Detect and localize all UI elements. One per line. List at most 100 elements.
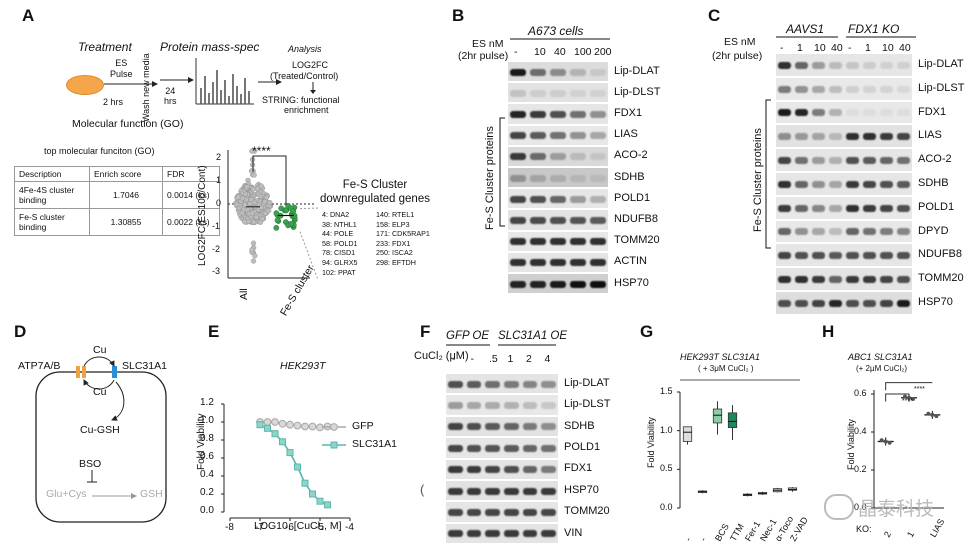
g-ytick-label: 0.5 xyxy=(660,463,673,474)
e-point-slc xyxy=(309,490,316,498)
cu-influx-arrow xyxy=(83,379,115,390)
blot-band xyxy=(541,402,556,410)
blot-band xyxy=(448,380,463,388)
cell-dish-icon xyxy=(66,75,104,95)
e-xtick-label: -7 xyxy=(255,522,264,533)
b-conc-label: 100 xyxy=(574,46,592,58)
blot-band xyxy=(541,444,556,452)
blot-strip xyxy=(446,523,558,544)
data-point-fes xyxy=(283,207,290,214)
data-point-fes xyxy=(288,220,295,227)
blot-band xyxy=(570,238,586,246)
blot-band xyxy=(510,280,526,288)
blot-band xyxy=(485,444,500,452)
blot-band xyxy=(778,228,791,236)
band-label: Lip-DLST xyxy=(564,398,611,411)
gene-item: 44: POLE xyxy=(322,229,354,239)
blot-band xyxy=(522,380,538,388)
blot-band xyxy=(550,153,566,161)
blot-band xyxy=(812,180,825,188)
blot-band xyxy=(846,228,859,236)
data-point xyxy=(250,240,257,246)
arrow-down xyxy=(310,82,316,94)
blot-strip xyxy=(776,173,912,195)
blot-band xyxy=(504,509,519,517)
blot-band xyxy=(846,252,859,260)
h-point xyxy=(926,411,931,416)
y-tick: -3 xyxy=(212,266,221,276)
blot-band xyxy=(880,252,893,260)
blot-band xyxy=(846,157,859,165)
data-point xyxy=(259,216,265,222)
data-point xyxy=(258,183,264,189)
f-cucl-label: CuCl₂ (μM) xyxy=(414,350,469,362)
y-tick: -2 xyxy=(212,244,221,254)
slc31a1-label: SLC31A1 xyxy=(122,360,167,372)
band-label: FDX1 xyxy=(614,107,643,119)
blot-strip xyxy=(446,395,558,415)
blot-band xyxy=(795,133,808,141)
band-label: DPYD xyxy=(918,224,949,237)
blot-band xyxy=(897,157,910,165)
b-bracket xyxy=(499,117,505,227)
c-group-fdx1ko: FDX1 KO xyxy=(848,22,900,36)
band-label: LIAS xyxy=(614,128,638,141)
band-label: TOMM20 xyxy=(918,272,964,285)
blot-band xyxy=(504,530,519,538)
table-row: Fe-S cluster binding 1.30855 0.0022 (ks) xyxy=(14,208,220,236)
blot-band xyxy=(880,85,893,93)
blot-band xyxy=(522,487,538,495)
blot-band xyxy=(570,195,586,203)
blot-band xyxy=(846,85,859,93)
blot-band xyxy=(863,109,876,117)
e-xtick-label: -5 xyxy=(315,522,324,533)
f-conc-label: - xyxy=(452,353,456,365)
g-title: HEK293T SLC31A1 xyxy=(680,352,761,362)
h-sig-1: **** xyxy=(902,398,913,405)
blot-band xyxy=(880,276,893,284)
blot-band xyxy=(812,61,825,69)
blot-strip xyxy=(508,274,608,294)
data-point-fes xyxy=(273,225,280,231)
h-ko-label: KO: xyxy=(856,524,872,534)
blot-band xyxy=(448,487,463,495)
e-xtick-label: -4 xyxy=(345,522,354,533)
cu-label-bottom: Cu xyxy=(93,386,107,398)
blot-band xyxy=(846,61,859,69)
f-conc-label: - xyxy=(470,353,475,365)
band-label: NDUFB8 xyxy=(614,213,659,225)
y-tick: -1 xyxy=(212,221,221,231)
blot-band xyxy=(570,153,586,161)
atp7-transporter-icon xyxy=(76,366,80,378)
b-group-line xyxy=(510,38,610,40)
blot-band xyxy=(522,509,538,517)
e-point-gfp xyxy=(271,418,279,426)
blot-band xyxy=(897,85,910,93)
blot-band xyxy=(795,276,808,284)
string-label: STRING: functional xyxy=(262,95,340,105)
panel-label-c: C xyxy=(708,6,721,25)
blot-band xyxy=(897,252,910,260)
h-point xyxy=(903,394,907,399)
blot-band xyxy=(530,259,546,267)
arrow-24hrs xyxy=(160,77,194,83)
blot-strip xyxy=(508,104,608,124)
blot-band xyxy=(829,133,842,141)
band-label: HSP70 xyxy=(614,276,649,289)
blot-band xyxy=(829,180,842,188)
blot-strip xyxy=(776,149,912,171)
c-conc-label: 10 xyxy=(814,42,826,54)
blot-band xyxy=(812,109,825,117)
blot-band xyxy=(863,276,876,284)
blot-band xyxy=(550,132,566,140)
e-ytick-label: 1.2 xyxy=(200,397,214,408)
cell-membrane xyxy=(35,371,167,523)
blot-band xyxy=(510,132,526,140)
genes-list-2: 140: RTEL1 158: ELP3 171: CDK5RAP1 233: FDX… xyxy=(376,210,430,268)
panel-label-f: F xyxy=(420,322,431,341)
band-label: Lip-DLAT xyxy=(614,64,660,77)
mass-spec-spectrum-icon xyxy=(195,58,254,105)
